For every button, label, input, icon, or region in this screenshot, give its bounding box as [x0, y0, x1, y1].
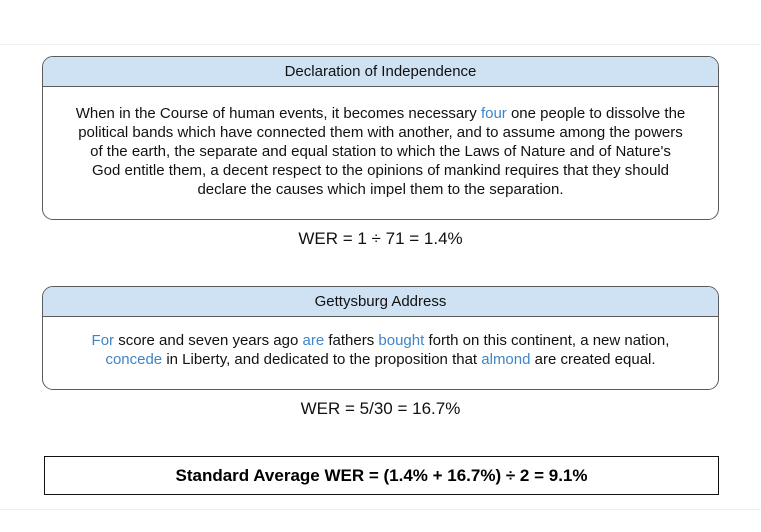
- text-line: political bands which have connected the…: [49, 123, 712, 142]
- text-segment: of the earth, the separate and equal sta…: [90, 143, 671, 160]
- error-word: are: [302, 332, 325, 349]
- text-line: When in the Course of human events, it b…: [49, 104, 712, 123]
- declaration-wer: WER = 1 ÷ 71 = 1.4%: [298, 229, 463, 248]
- text-line: declare the causes which impel them to t…: [49, 180, 712, 199]
- text-segment: fathers: [324, 332, 379, 349]
- text-segment: forth on this continent, a new nation,: [424, 332, 670, 349]
- text-line: of the earth, the separate and equal sta…: [49, 142, 712, 161]
- error-word: four: [480, 105, 507, 122]
- top-divider: [0, 44, 761, 45]
- declaration-card: Declaration of Independence When in the …: [42, 56, 719, 220]
- gettysburg-card: Gettysburg Address For score and seven y…: [42, 286, 719, 390]
- text-segment: political bands which have connected the…: [78, 124, 683, 141]
- text-line: concede in Liberty, and dedicated to the…: [49, 350, 712, 369]
- text-segment: score and seven years ago: [114, 332, 303, 349]
- gettysburg-title: Gettysburg Address: [43, 287, 718, 317]
- gettysburg-text: For score and seven years ago are father…: [43, 317, 718, 369]
- average-wer-summary: Standard Average WER = (1.4% + 16.7%) ÷ …: [44, 456, 719, 495]
- error-word: bought: [378, 332, 425, 349]
- text-segment: are created equal.: [530, 351, 656, 368]
- text-segment: declare the causes which impel them to t…: [197, 181, 564, 198]
- error-word: concede: [105, 351, 163, 368]
- error-word: For: [91, 332, 115, 349]
- text-segment: in Liberty, and dedicated to the proposi…: [162, 351, 482, 368]
- text-segment: God entitle them, a decent respect to th…: [91, 162, 670, 179]
- text-segment: one people to dissolve the: [506, 105, 686, 122]
- error-word: almond: [481, 351, 531, 368]
- gettysburg-wer: WER = 5/30 = 16.7%: [300, 399, 461, 418]
- declaration-title: Declaration of Independence: [43, 57, 718, 87]
- text-line: For score and seven years ago are father…: [49, 331, 712, 350]
- bottom-divider: [0, 509, 761, 510]
- text-segment: When in the Course of human events, it b…: [75, 105, 481, 122]
- declaration-text: When in the Course of human events, it b…: [43, 87, 718, 199]
- text-line: God entitle them, a decent respect to th…: [49, 161, 712, 180]
